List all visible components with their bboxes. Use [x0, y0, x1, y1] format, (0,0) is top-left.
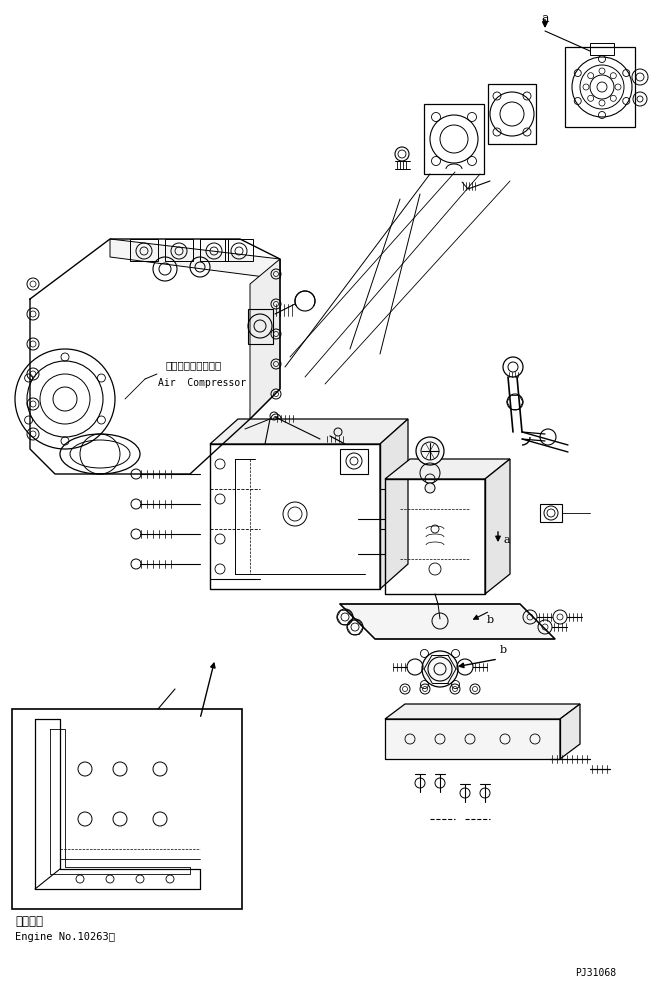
Bar	[424, 105, 484, 175]
Polygon shape	[340, 604, 555, 639]
Circle shape	[416, 438, 444, 465]
Text: PJ31068: PJ31068	[575, 967, 616, 977]
Polygon shape	[385, 719, 560, 759]
Text: 適用号機: 適用号機	[15, 914, 43, 927]
Bar	[165, 240, 193, 261]
Text: b: b	[487, 614, 494, 624]
Bar	[565, 48, 635, 128]
Bar	[248, 310, 273, 345]
Polygon shape	[380, 420, 408, 590]
Text: a: a	[541, 12, 549, 25]
Text: Air  Compressor: Air Compressor	[158, 378, 246, 387]
Polygon shape	[485, 459, 510, 595]
Bar	[225, 240, 253, 261]
Circle shape	[425, 483, 435, 494]
Bar	[590, 44, 614, 56]
Bar	[540, 505, 562, 523]
Bar	[130, 240, 158, 261]
Polygon shape	[385, 459, 510, 479]
Bar	[200, 240, 228, 261]
Polygon shape	[210, 420, 408, 445]
Text: b: b	[500, 644, 507, 655]
Text: エアーコンプレッサ: エアーコンプレッサ	[165, 360, 221, 370]
Polygon shape	[560, 704, 580, 759]
Polygon shape	[385, 704, 580, 719]
Circle shape	[422, 652, 458, 687]
Bar	[488, 85, 536, 145]
Bar	[12, 709, 242, 909]
Polygon shape	[110, 240, 280, 280]
Polygon shape	[250, 259, 280, 420]
Bar	[340, 450, 368, 474]
Text: Engine No.10263～: Engine No.10263～	[15, 931, 115, 941]
Text: a: a	[503, 534, 510, 544]
